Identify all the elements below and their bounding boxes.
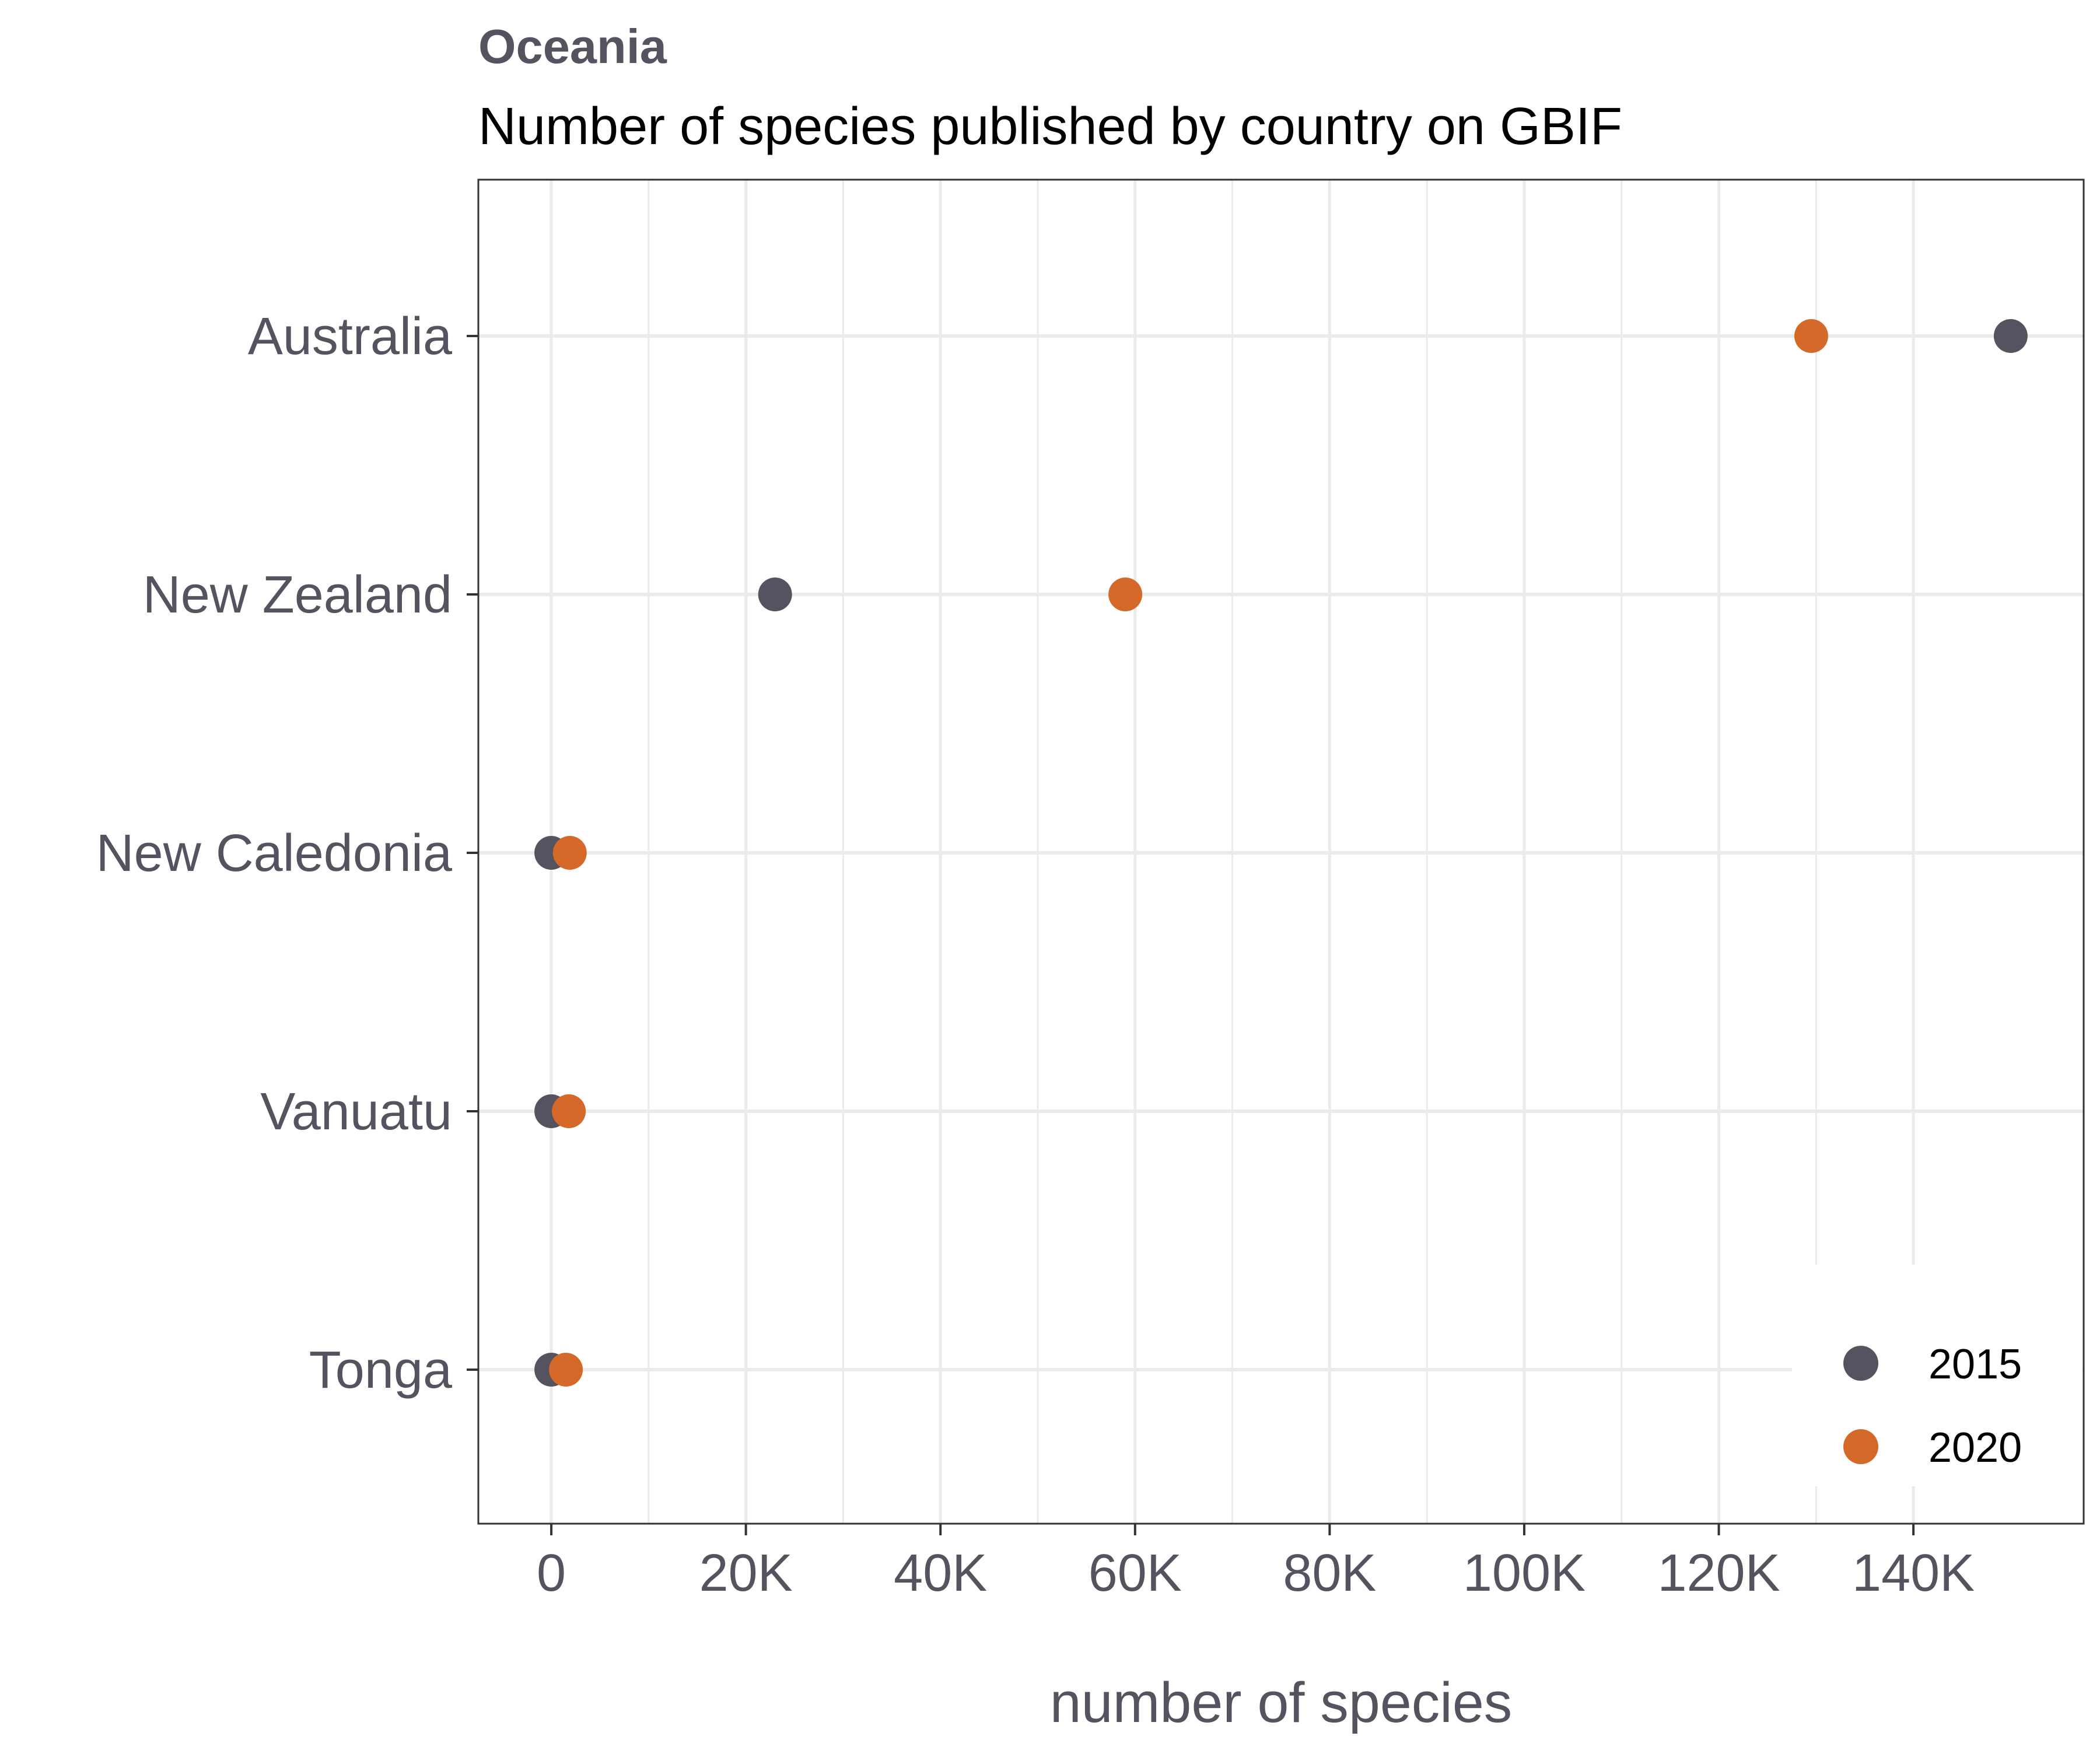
y-tick-label: Vanuatu bbox=[260, 1083, 452, 1141]
chart-title: Oceania bbox=[478, 19, 667, 74]
x-tick-label: 120K bbox=[1657, 1544, 1780, 1602]
legend-background bbox=[1792, 1265, 2082, 1486]
data-points bbox=[534, 319, 2028, 1387]
legend-label-2015: 2015 bbox=[1929, 1341, 2022, 1388]
y-tick-label: Tonga bbox=[309, 1341, 453, 1399]
point-2020-new-zealand bbox=[1108, 578, 1143, 611]
point-2020-new-caledonia bbox=[552, 836, 587, 870]
y-axis: Australia New Zealand New Caledonia Vanuatu… bbox=[96, 307, 478, 1399]
y-tick-label: Australia bbox=[248, 307, 453, 366]
x-tick-label: 40K bbox=[894, 1544, 987, 1602]
legend-key-2020 bbox=[1843, 1429, 1878, 1464]
point-2020-australia bbox=[1794, 319, 1828, 353]
legend-key-2015 bbox=[1843, 1346, 1878, 1381]
x-axis-title: number of species bbox=[1050, 1671, 1513, 1734]
x-tick-label: 0 bbox=[537, 1544, 566, 1602]
point-2020-vanuatu bbox=[552, 1094, 586, 1128]
point-2015-new-zealand bbox=[758, 578, 792, 611]
y-tick-label: New Caledonia bbox=[96, 824, 453, 883]
point-2020-tonga bbox=[549, 1353, 583, 1387]
x-tick-label: 20K bbox=[699, 1544, 793, 1602]
point-2015-australia bbox=[1993, 319, 2028, 353]
x-tick-label: 80K bbox=[1283, 1544, 1376, 1602]
x-tick-label: 100K bbox=[1463, 1544, 1586, 1602]
x-tick-label: 140K bbox=[1852, 1544, 1975, 1602]
x-tick-label: 60K bbox=[1088, 1544, 1182, 1602]
chart-subtitle: Number of species published by country o… bbox=[478, 97, 1622, 156]
legend: 2015 2020 bbox=[1792, 1265, 2082, 1486]
x-axis: 0 20K 40K 60K 80K 100K 120K 140K bbox=[537, 1524, 1975, 1602]
legend-label-2020: 2020 bbox=[1929, 1424, 2022, 1471]
y-tick-label: New Zealand bbox=[143, 566, 452, 624]
